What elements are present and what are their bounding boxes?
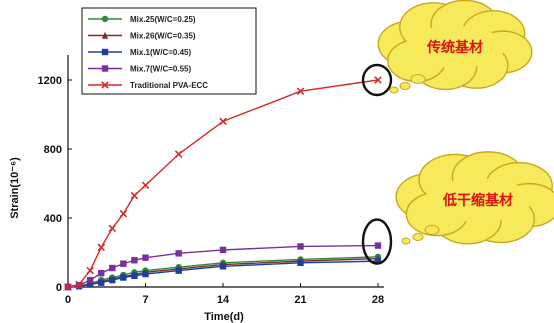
data-point: [101, 31, 109, 39]
data-point-stroke: [97, 243, 105, 252]
data-point: [109, 276, 116, 284]
axes: 0 7 14 21 28 0 400 800 1200 Time(d) Strain(10⁻⁶): [9, 55, 384, 323]
cloud-tail-bubble: [410, 74, 426, 84]
data-point: [86, 281, 94, 288]
data-point: [109, 264, 116, 272]
data-point: [174, 150, 183, 158]
data-point-stroke: [130, 191, 139, 200]
x-tick-label: 14: [217, 294, 230, 306]
callout-label-low-shrinkage: 低干缩基材: [442, 192, 513, 209]
data-point-stroke: [141, 181, 150, 189]
cloud-tail-bubble: [389, 86, 399, 94]
x-tick-label: 28: [372, 294, 384, 306]
cloud-tail-bubble: [399, 82, 411, 90]
data-point: [297, 259, 304, 267]
data-point: [75, 280, 83, 289]
cloud-core: [424, 178, 532, 222]
data-point: [101, 65, 109, 72]
x-tick-label: 0: [65, 294, 71, 306]
data-point-stroke: [101, 81, 109, 89]
data-point: [175, 267, 182, 274]
data-point: [219, 246, 227, 254]
data-point: [120, 274, 127, 281]
data-point: [175, 250, 182, 257]
legend-label: Mix.1(W/C=0.45): [130, 48, 191, 57]
series-3: [64, 242, 382, 291]
y-tick-label: 400: [44, 213, 62, 225]
plot-area: [64, 76, 382, 291]
data-point: [219, 263, 227, 270]
x-tick-label: 7: [142, 294, 148, 306]
series-line: [67, 79, 379, 288]
data-point: [86, 276, 94, 284]
data-point-stroke: [75, 280, 83, 289]
data-point-stroke: [64, 283, 72, 291]
data-point: [108, 224, 117, 233]
cloud-tail-bubble: [424, 225, 440, 235]
y-tick-label: 1200: [38, 75, 62, 87]
data-point: [141, 181, 150, 189]
data-point: [64, 283, 72, 291]
legend-label: Mix.26(W/C=0.35): [130, 32, 196, 41]
data-point: [142, 254, 149, 261]
x-tick-label: 21: [294, 294, 306, 306]
cloud-tail-bubble: [401, 237, 411, 245]
data-point: [98, 279, 105, 286]
data-point-stroke: [219, 117, 227, 126]
callout-cloud-low-shrinkage: [395, 151, 554, 245]
data-point: [131, 257, 138, 264]
data-point: [219, 117, 227, 126]
data-point: [296, 87, 305, 95]
data-point-stroke: [296, 87, 305, 95]
data-point: [374, 242, 382, 249]
data-point-stroke: [108, 224, 117, 233]
y-tick-label: 0: [56, 282, 62, 294]
callout-cloud-traditional: [377, 0, 533, 91]
cloud-core: [404, 25, 506, 69]
legend: Mix.25(W/C=0.25) Mix.26(W/C=0.35) Mix.1(W/…: [81, 7, 257, 95]
highlight-ellipse-traditional: [361, 63, 393, 97]
data-point: [97, 243, 105, 252]
y-axis-title: Strain(10⁻⁶): [9, 157, 21, 219]
legend-box: [81, 7, 257, 95]
data-point: [98, 270, 105, 277]
data-point: [130, 191, 139, 200]
data-point: [101, 81, 109, 89]
legend-label: Mix.7(W/C=0.55): [130, 65, 191, 74]
cloud-tail-bubble: [412, 233, 424, 241]
series-4: [64, 76, 382, 291]
data-point: [101, 48, 109, 56]
data-point: [86, 266, 94, 275]
data-point-stroke: [174, 150, 183, 158]
data-point: [374, 257, 382, 265]
data-point: [142, 270, 149, 278]
callout-label-traditional: 传统基材: [426, 39, 483, 56]
data-point: [297, 243, 304, 250]
data-point-stroke: [86, 266, 94, 275]
data-point: [374, 76, 382, 84]
data-point-stroke: [374, 76, 382, 84]
legend-label: Traditional PVA-ECC: [130, 81, 208, 90]
x-axis-title: Time(d): [204, 311, 244, 323]
data-point: [119, 209, 128, 218]
data-point: [131, 272, 138, 279]
data-point: [101, 15, 109, 23]
data-point: [120, 260, 127, 267]
highlight-ellipse-low-shrinkage: [361, 218, 393, 265]
legend-label: Mix.25(W/C=0.25): [130, 15, 196, 24]
data-point-stroke: [119, 209, 128, 218]
y-tick-label: 800: [44, 144, 62, 156]
